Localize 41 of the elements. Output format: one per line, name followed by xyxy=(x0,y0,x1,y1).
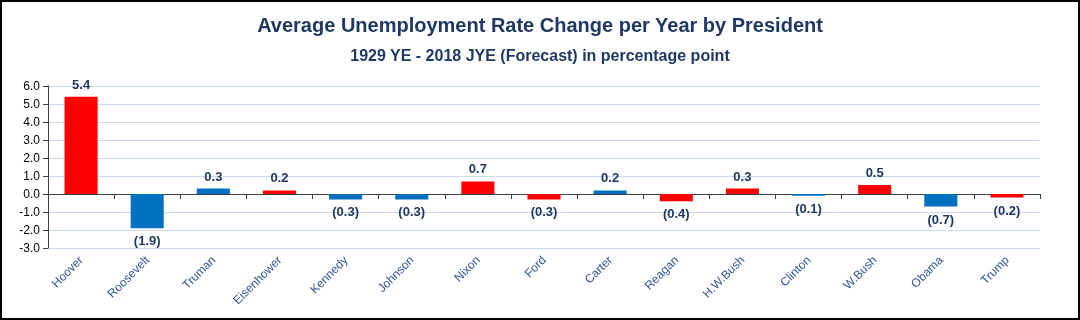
bar xyxy=(659,194,693,202)
data-label: (0.1) xyxy=(795,200,822,216)
data-label: (0.7) xyxy=(927,211,955,227)
chart-title: Average Unemployment Rate Change per Year by President xyxy=(257,14,824,36)
bar xyxy=(196,188,230,194)
y-tick-label: -2.0 xyxy=(19,223,41,237)
y-tick-label: 3.0 xyxy=(23,133,41,147)
y-tick-label: 1.0 xyxy=(23,169,41,183)
data-label: 0.2 xyxy=(270,170,289,186)
data-label: (0.3) xyxy=(530,204,558,220)
y-tick-label: -3.0 xyxy=(19,241,41,255)
bar xyxy=(329,194,363,200)
bar xyxy=(990,194,1024,198)
y-tick-label: 5.0 xyxy=(23,97,41,111)
bar xyxy=(395,194,429,200)
bar xyxy=(64,96,98,194)
bar xyxy=(858,185,892,194)
data-label: (0.3) xyxy=(398,204,426,220)
bar xyxy=(130,194,164,229)
bar xyxy=(725,188,759,194)
data-label: (0.2) xyxy=(993,202,1021,218)
data-label: 5.4 xyxy=(72,76,91,92)
y-tick-label: 4.0 xyxy=(23,115,41,129)
y-tick-label: 6.0 xyxy=(23,79,41,93)
data-label: 0.3 xyxy=(204,168,223,184)
data-label: 0.3 xyxy=(733,168,752,184)
y-tick-label: 0.0 xyxy=(23,187,41,201)
y-tick-label: -1.0 xyxy=(19,205,41,219)
data-label: (0.4) xyxy=(662,206,690,222)
data-label: (1.9) xyxy=(133,233,161,249)
bar xyxy=(461,181,495,194)
chart-subtitle: 1929 YE - 2018 JYE (Forecast) in percentage point xyxy=(350,46,731,64)
bar xyxy=(262,190,296,194)
bar xyxy=(924,194,958,207)
data-label: 0.2 xyxy=(601,170,620,186)
y-tick-label: 2.0 xyxy=(23,151,41,165)
data-label: (0.3) xyxy=(332,204,359,220)
bar xyxy=(527,194,561,200)
data-label: 0.7 xyxy=(468,161,487,177)
bar xyxy=(593,190,627,194)
data-label: 0.5 xyxy=(865,165,884,180)
